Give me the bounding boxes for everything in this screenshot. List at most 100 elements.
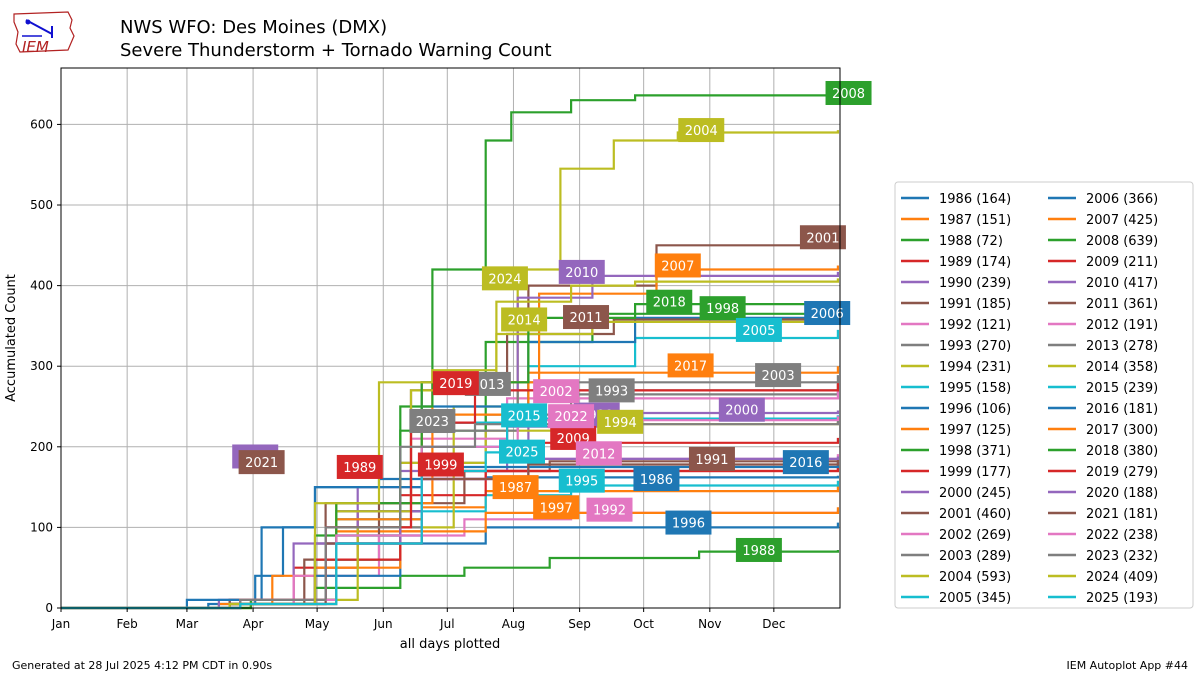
app-id: IEM Autoplot App #44	[1066, 659, 1189, 672]
generated-timestamp: Generated at 28 Jul 2025 4:12 PM CDT in …	[12, 659, 273, 672]
x-axis-label: all days plotted	[400, 637, 500, 652]
series-label-2014: 2014	[508, 313, 541, 328]
legend-entry-1990: 1990 (239)	[939, 276, 1011, 291]
legend-entry-1993: 1993 (270)	[939, 339, 1011, 354]
series-label-1999: 1999	[424, 459, 457, 474]
series-label-box-1998	[699, 296, 746, 321]
legend-entry-1991: 1991 (185)	[939, 297, 1011, 312]
series-label-2003: 2003	[762, 369, 795, 384]
y-tick-label: 300	[30, 359, 53, 373]
series-label-box-2014	[501, 307, 548, 332]
series-label-2022: 2022	[555, 410, 588, 425]
series-label-box-2010	[558, 259, 605, 284]
series-label-box-1993	[588, 378, 635, 403]
series-label-2018: 2018	[653, 296, 686, 311]
series-label-box-1988	[735, 537, 782, 562]
series-line-2000	[61, 410, 839, 610]
x-tick-label: May	[305, 617, 330, 631]
x-tick-label: Apr	[243, 617, 264, 631]
series-label-1996: 1996	[672, 517, 705, 532]
legend-entry-2001: 2001 (460)	[939, 507, 1011, 522]
series-label-2012: 2012	[582, 447, 615, 462]
series-line-1989	[61, 467, 839, 610]
series-lines	[61, 93, 839, 610]
series-label-box-2003	[755, 363, 802, 388]
series-label-1997: 1997	[540, 501, 573, 516]
series-label-2002: 2002	[540, 385, 573, 400]
legend-entry-2023: 2023 (232)	[1086, 549, 1158, 564]
x-tick-label: Sep	[568, 617, 591, 631]
series-label-box-1997	[533, 495, 580, 520]
series-label-2001: 2001	[806, 231, 839, 246]
x-tick-label: Oct	[633, 617, 654, 631]
series-label-box-2007	[654, 253, 701, 278]
legend-entry-1989: 1989 (174)	[939, 255, 1011, 270]
legend-entry-1996: 1996 (106)	[939, 402, 1011, 417]
legend-entry-2013: 2013 (278)	[1086, 339, 1158, 354]
x-tick-label: Dec	[762, 617, 785, 631]
series-label-box-1991	[688, 446, 735, 471]
x-tick-label: Jul	[439, 617, 454, 631]
series-labels: 1986198719881989199019911992199319941995…	[232, 80, 872, 562]
series-label-2023: 2023	[416, 415, 449, 430]
series-label-box-2019	[432, 371, 479, 396]
legend-entry-2010: 2010 (417)	[1086, 276, 1158, 291]
series-label-box-2021	[238, 450, 285, 475]
series-label-box-2018	[646, 289, 693, 314]
series-label-box-2001	[799, 225, 846, 250]
series-line-1988	[61, 550, 839, 610]
series-label-2011: 2011	[569, 311, 602, 326]
legend-entry-1997: 1997 (125)	[939, 423, 1011, 438]
plot-frame	[60, 67, 841, 609]
series-label-box-2004	[678, 118, 725, 143]
series-label-2008: 2008	[832, 87, 865, 102]
legend-entry-2004: 2004 (593)	[939, 570, 1011, 585]
legend-entry-1992: 1992 (121)	[939, 318, 1011, 333]
iem-logo: IEM	[8, 6, 78, 60]
series-label-1986: 1986	[640, 473, 673, 488]
chart-subtitle: Severe Thunderstorm + Tornado Warning Co…	[120, 40, 552, 61]
series-label-1995: 1995	[565, 475, 598, 490]
y-tick-label: 200	[30, 440, 53, 454]
series-label-box-2022	[548, 404, 595, 429]
series-label-2016: 2016	[789, 456, 822, 471]
chart-title: NWS WFO: Des Moines (DMX)	[120, 17, 388, 38]
legend-entry-2002: 2002 (269)	[939, 528, 1011, 543]
series-label-1998: 1998	[706, 302, 739, 317]
series-label-1993: 1993	[595, 384, 628, 399]
series-label-1989: 1989	[343, 461, 376, 476]
y-tick-label: 500	[30, 198, 53, 212]
x-tick-label: Mar	[176, 617, 199, 631]
series-label-2000: 2000	[725, 404, 758, 419]
x-tick-label: Aug	[502, 617, 525, 631]
series-label-box-2015	[501, 403, 548, 428]
y-axis-label: Accumulated Count	[4, 274, 19, 402]
legend-entry-1987: 1987 (151)	[939, 213, 1011, 228]
series-label-2017: 2017	[674, 359, 707, 374]
y-tick-label: 400	[30, 279, 53, 293]
series-label-box-2002	[533, 379, 580, 404]
series-label-box-2024	[481, 266, 528, 291]
legend-entry-1995: 1995 (158)	[939, 381, 1011, 396]
x-tick-label: Jun	[373, 617, 393, 631]
series-label-1992: 1992	[593, 504, 626, 519]
legend-entry-2017: 2017 (300)	[1086, 423, 1158, 438]
legend-entry-1988: 1988 (72)	[939, 234, 1003, 249]
series-label-box-2025	[498, 439, 545, 464]
legend-entry-2003: 2003 (289)	[939, 549, 1011, 564]
legend-entry-2005: 2005 (345)	[939, 591, 1011, 606]
y-tick-label: 600	[30, 117, 53, 131]
legend-entry-1986: 1986 (164)	[939, 192, 1011, 207]
series-line-1999	[61, 465, 839, 610]
legend-entry-1999: 1999 (177)	[939, 465, 1011, 480]
series-label-2007: 2007	[661, 259, 694, 274]
series-label-2013: 2013	[471, 378, 504, 393]
series-label-box-2008	[825, 80, 872, 105]
series-label-2005: 2005	[742, 324, 775, 339]
legend-entry-2014: 2014 (358)	[1086, 360, 1158, 375]
series-label-box-2006	[804, 301, 851, 326]
legend-entry-2021: 2021 (181)	[1086, 507, 1158, 522]
legend-entry-2016: 2016 (181)	[1086, 402, 1158, 417]
